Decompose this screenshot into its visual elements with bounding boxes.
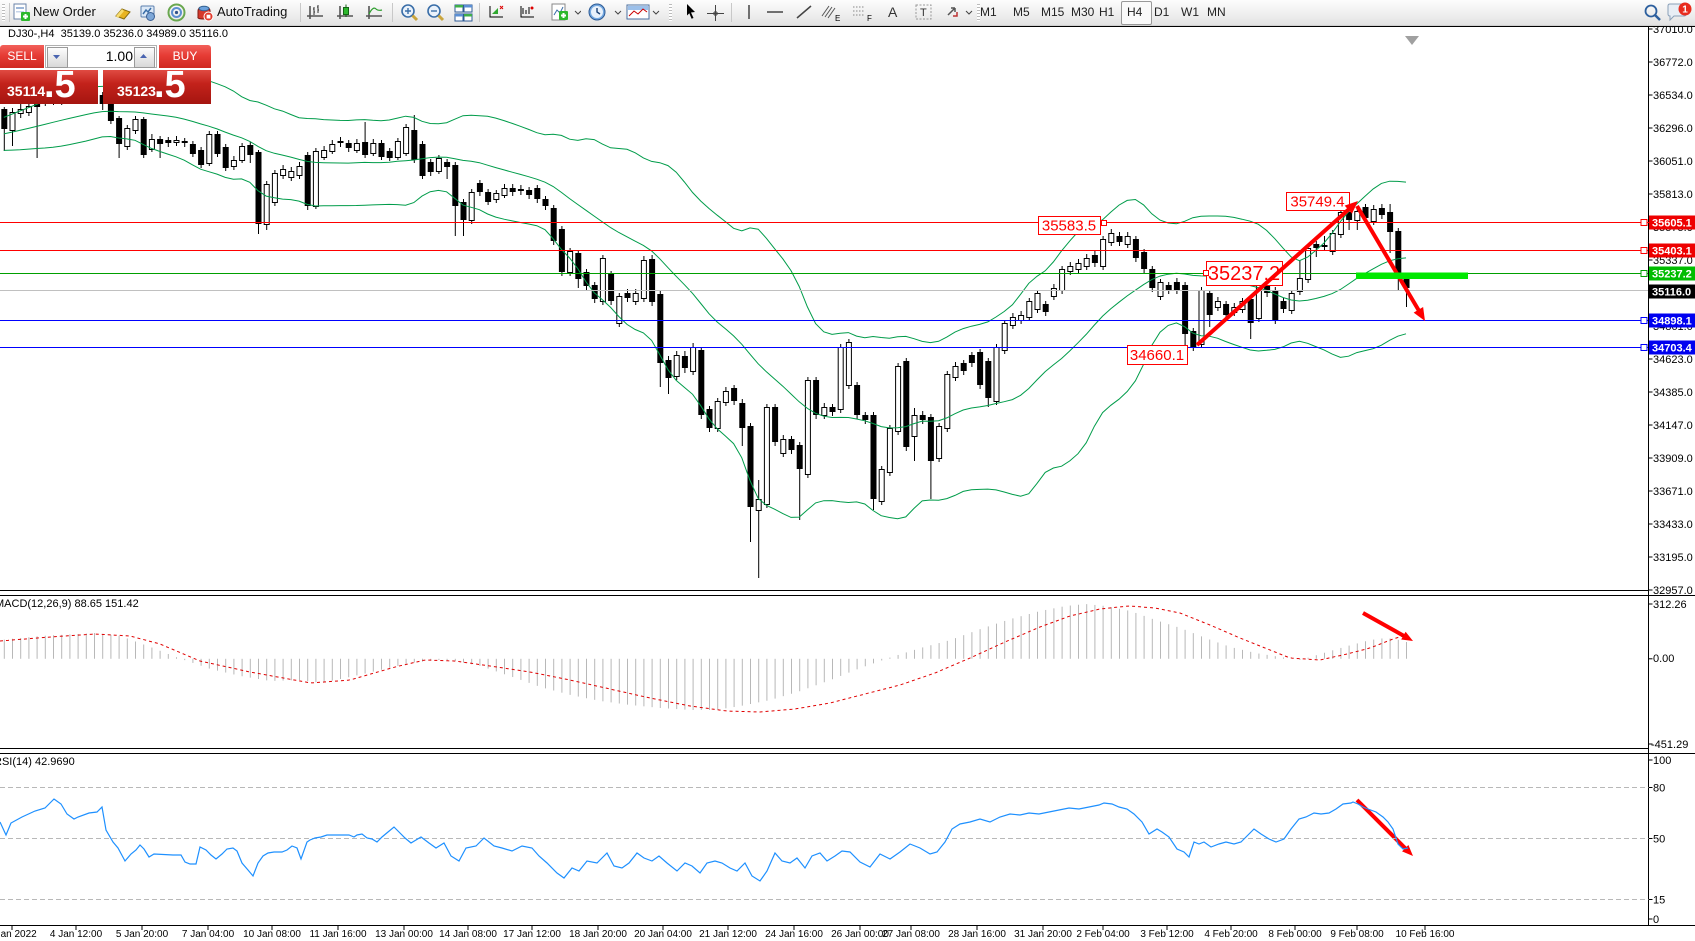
svg-text:35605.1: 35605.1: [1652, 218, 1692, 230]
svg-text:27 Jan 08:00: 27 Jan 08:00: [882, 929, 940, 940]
svg-text:312.26: 312.26: [1653, 599, 1687, 611]
svg-text:21 Jan 12:00: 21 Jan 12:00: [699, 929, 757, 940]
svg-text:F: F: [867, 14, 872, 23]
svg-text:35237.2: 35237.2: [1652, 269, 1692, 281]
svg-text:3 Feb 12:00: 3 Feb 12:00: [1140, 929, 1194, 940]
svg-text:34898.1: 34898.1: [1652, 316, 1692, 328]
svg-text:33671.0: 33671.0: [1653, 486, 1693, 498]
svg-text:35337.0: 35337.0: [1653, 255, 1693, 267]
svg-text:34623.0: 34623.0: [1653, 354, 1693, 366]
svg-text:10 Jan 08:00: 10 Jan 08:00: [243, 929, 301, 940]
svg-text:2 Feb 04:00: 2 Feb 04:00: [1076, 929, 1130, 940]
svg-text:3 Jan 2022: 3 Jan 2022: [0, 929, 37, 940]
svg-text:T: T: [920, 7, 927, 19]
svg-text:8 Feb 00:00: 8 Feb 00:00: [1268, 929, 1322, 940]
svg-text:E: E: [835, 14, 840, 23]
svg-text:11 Jan 16:00: 11 Jan 16:00: [309, 929, 367, 940]
svg-text:37010.0: 37010.0: [1653, 24, 1693, 36]
svg-text:0: 0: [1653, 914, 1659, 926]
svg-text:36296.0: 36296.0: [1653, 123, 1693, 135]
svg-text:RSI(14) 42.9690: RSI(14) 42.9690: [0, 756, 75, 768]
svg-text:1: 1: [1682, 5, 1688, 16]
svg-text:5 Jan 20:00: 5 Jan 20:00: [116, 929, 169, 940]
svg-text:35116.0: 35116.0: [1652, 287, 1691, 299]
svg-text:34147.0: 34147.0: [1653, 420, 1693, 432]
svg-text:4 Jan 12:00: 4 Jan 12:00: [50, 929, 103, 940]
svg-text:33195.0: 33195.0: [1653, 552, 1693, 564]
svg-text:7 Jan 04:00: 7 Jan 04:00: [182, 929, 235, 940]
svg-text:34385.0: 34385.0: [1653, 387, 1693, 399]
svg-text:24 Jan 16:00: 24 Jan 16:00: [765, 929, 823, 940]
svg-text:26 Jan 00:00: 26 Jan 00:00: [831, 929, 889, 940]
svg-text:15: 15: [1653, 895, 1665, 907]
svg-text:14 Jan 08:00: 14 Jan 08:00: [439, 929, 497, 940]
svg-text:35749.4: 35749.4: [1290, 193, 1344, 210]
svg-text:35403.1: 35403.1: [1652, 246, 1692, 258]
svg-text:35237.2: 35237.2: [1208, 263, 1280, 285]
svg-text:10 Feb 16:00: 10 Feb 16:00: [1396, 929, 1455, 940]
svg-text:-451.29: -451.29: [1651, 739, 1688, 751]
svg-text:35813.0: 35813.0: [1653, 189, 1693, 201]
svg-text:36534.0: 36534.0: [1653, 90, 1693, 102]
svg-text:18 Jan 20:00: 18 Jan 20:00: [569, 929, 627, 940]
svg-text:20 Jan 04:00: 20 Jan 04:00: [634, 929, 692, 940]
svg-text:80: 80: [1653, 783, 1665, 795]
svg-text:32957.0: 32957.0: [1653, 585, 1693, 597]
svg-text:34660.1: 34660.1: [1130, 347, 1184, 364]
svg-text:33909.0: 33909.0: [1653, 453, 1693, 465]
svg-text:4 Feb 20:00: 4 Feb 20:00: [1204, 929, 1258, 940]
svg-text:28 Jan 16:00: 28 Jan 16:00: [948, 929, 1006, 940]
svg-text:34703.4: 34703.4: [1652, 343, 1693, 355]
svg-text:13 Jan 00:00: 13 Jan 00:00: [375, 929, 433, 940]
svg-text:17 Jan 12:00: 17 Jan 12:00: [503, 929, 561, 940]
svg-text:36772.0: 36772.0: [1653, 57, 1693, 69]
svg-text:9 Feb 08:00: 9 Feb 08:00: [1330, 929, 1384, 940]
svg-text:100: 100: [1653, 755, 1671, 767]
svg-text:36051.0: 36051.0: [1653, 156, 1693, 168]
svg-text:35583.5: 35583.5: [1042, 217, 1096, 234]
svg-text:MACD(12,26,9) 88.65 151.42: MACD(12,26,9) 88.65 151.42: [0, 598, 139, 610]
svg-text:33433.0: 33433.0: [1653, 519, 1693, 531]
svg-text:0.00: 0.00: [1653, 653, 1674, 665]
svg-text:31 Jan 20:00: 31 Jan 20:00: [1014, 929, 1072, 940]
svg-text:50: 50: [1653, 834, 1665, 846]
